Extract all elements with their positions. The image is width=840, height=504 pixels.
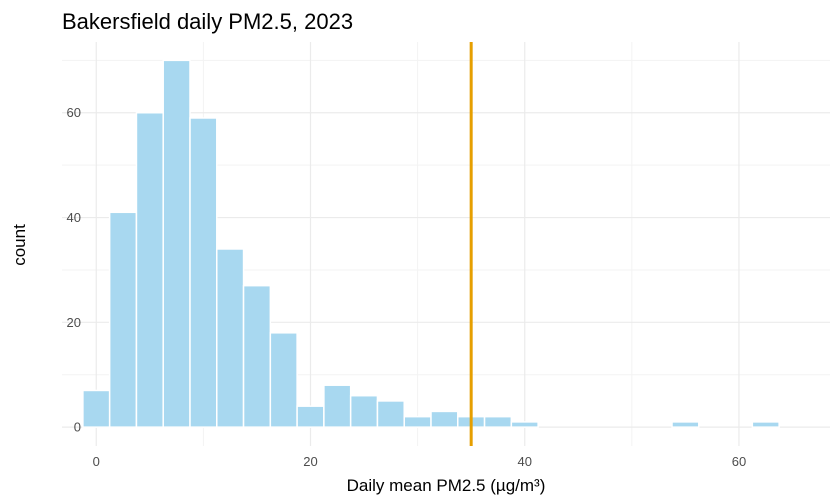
- x-tick-label: 60: [732, 454, 746, 469]
- x-tick-label: 20: [303, 454, 317, 469]
- x-tick-label: 40: [517, 454, 531, 469]
- histogram-bar: [349, 394, 379, 428]
- y-axis-title: count: [10, 224, 29, 266]
- histogram-bar: [296, 405, 325, 428]
- histogram-bar: [403, 415, 432, 428]
- histogram-bar: [751, 421, 780, 428]
- histogram-bar: [135, 111, 164, 428]
- histogram-bar: [323, 384, 352, 428]
- histogram-bar: [189, 117, 218, 428]
- histogram-bar: [269, 332, 298, 428]
- y-tick-label: 20: [67, 315, 81, 330]
- histogram-bar: [216, 248, 245, 428]
- y-tick-label: 60: [67, 105, 81, 120]
- histogram-bar: [82, 389, 111, 428]
- x-axis-title: Daily mean PM2.5 (µg/m³): [347, 476, 546, 495]
- histogram-bar: [242, 284, 272, 428]
- chart-title: Bakersfield daily PM2.5, 2023: [62, 9, 353, 34]
- x-tick-label: 0: [93, 454, 100, 469]
- histogram-bars: [82, 59, 780, 428]
- histogram-bar: [162, 59, 191, 428]
- histogram-bar: [108, 211, 138, 428]
- histogram-bar: [483, 415, 513, 428]
- histogram-bar: [671, 421, 700, 428]
- histogram-bar: [376, 400, 405, 428]
- y-tick-label: 0: [74, 420, 81, 435]
- histogram-bar: [510, 421, 539, 428]
- histogram-bar: [430, 410, 459, 428]
- y-axis-ticks: 0 20 40 60: [67, 105, 81, 434]
- x-axis-ticks: 0 20 40 60: [93, 454, 747, 469]
- y-tick-label: 40: [67, 210, 81, 225]
